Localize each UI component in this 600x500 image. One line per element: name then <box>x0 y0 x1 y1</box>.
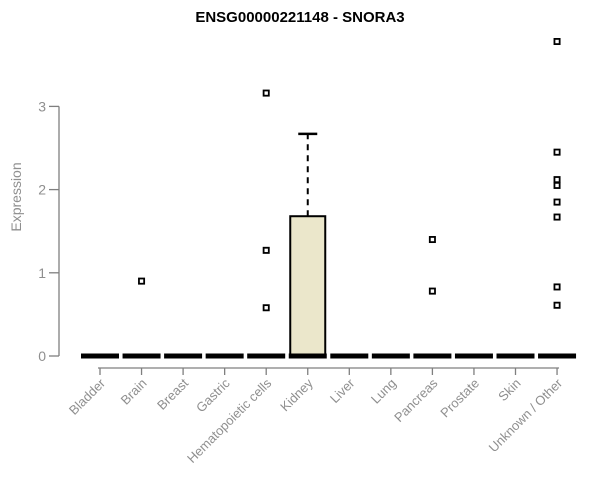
outlier-point <box>138 277 146 285</box>
x-tick-label: Pancreas <box>391 375 441 425</box>
x-tick-label: Breast <box>154 375 191 412</box>
outlier-point <box>553 283 561 291</box>
chart-title: ENSG00000221148 - SNORA3 <box>195 9 405 26</box>
x-tick-label: Bladder <box>66 375 109 418</box>
y-tick-label: 2 <box>38 182 46 198</box>
y-tick-label: 1 <box>38 265 46 281</box>
outlier-point <box>553 176 561 184</box>
outlier-point <box>553 148 561 156</box>
outlier-point <box>262 246 270 254</box>
outlier-point <box>428 236 436 244</box>
outlier-point <box>428 287 436 295</box>
x-tick-label: Skin <box>495 376 523 404</box>
box <box>289 215 327 357</box>
outlier-point <box>553 181 561 189</box>
outlier-point <box>553 38 561 46</box>
y-tick-label: 0 <box>38 348 46 364</box>
outlier-point <box>553 198 561 206</box>
outlier-point <box>262 304 270 312</box>
outlier-point <box>553 213 561 221</box>
x-tick-label: Brain <box>118 376 150 408</box>
outlier-point <box>553 301 561 309</box>
x-tick-label: Liver <box>327 375 358 406</box>
outlier-point <box>262 89 270 97</box>
y-tick-label: 3 <box>38 98 46 114</box>
x-tick-label: Kidney <box>277 375 316 414</box>
x-tick-label: Lung <box>368 376 399 407</box>
x-tick-label: Gastric <box>193 375 233 415</box>
x-tick-label: Prostate <box>437 376 482 421</box>
x-tick-label: Unknown / Other <box>486 375 566 455</box>
